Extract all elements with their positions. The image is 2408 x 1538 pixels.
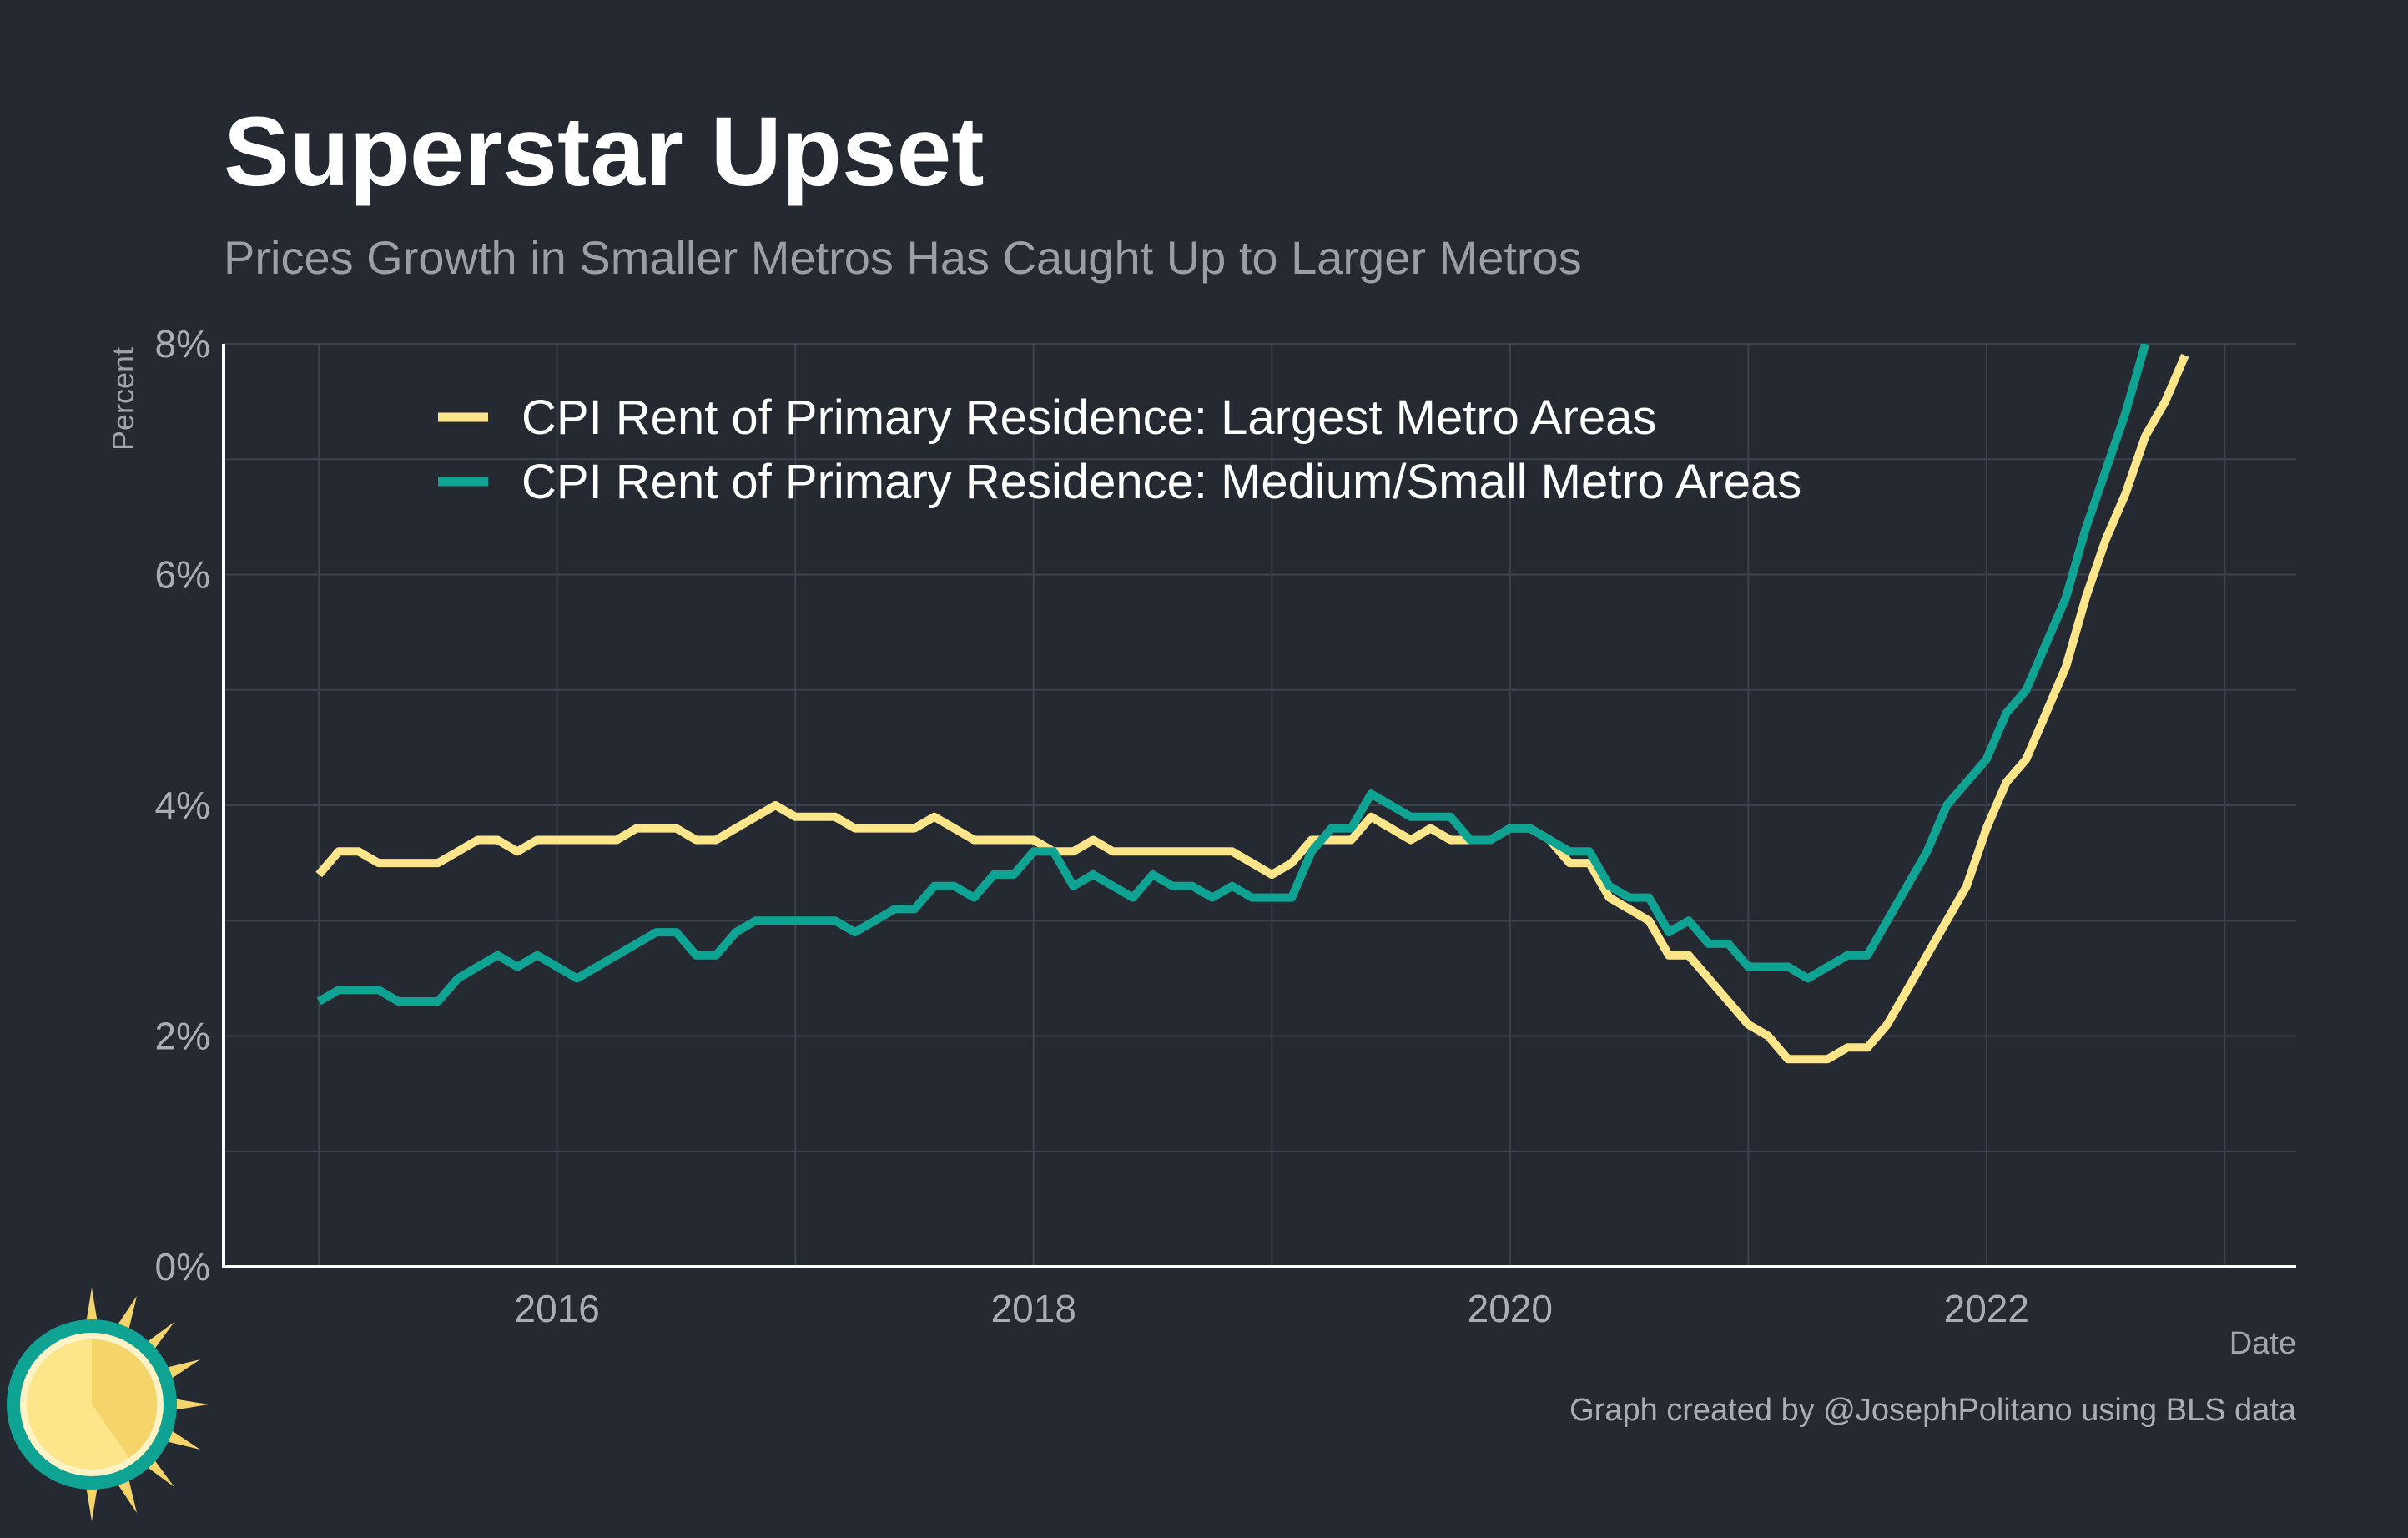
x-tick-label: 2016 xyxy=(515,1287,600,1330)
grid xyxy=(224,343,2296,1268)
legend-label-medium-small: CPI Rent of Primary Residence: Medium/Sm… xyxy=(521,455,1801,509)
axes xyxy=(222,344,2296,1268)
legend: CPI Rent of Primary Residence: Largest M… xyxy=(438,391,1801,509)
y-tick-label: 2% xyxy=(155,1015,210,1058)
y-tick-label: 4% xyxy=(155,784,210,827)
chart-subtitle: Prices Growth in Smaller Metros Has Caug… xyxy=(224,231,1582,284)
tick-labels: 0% 2% 4% 6% 8% 2016 2018 2020 2022 xyxy=(155,322,2029,1330)
y-tick-label: 6% xyxy=(155,553,210,597)
y-tick-label: 0% xyxy=(155,1245,210,1288)
sun-logo-icon xyxy=(7,1288,209,1521)
x-axis-title: Date xyxy=(2229,1326,2296,1361)
series-line-largest xyxy=(315,353,2189,1064)
y-axis-title: Percent xyxy=(106,347,140,451)
series-line-medium-small xyxy=(316,344,2150,1006)
y-tick-label: 8% xyxy=(155,322,210,366)
x-tick-label: 2020 xyxy=(1468,1287,1553,1330)
x-tick-label: 2022 xyxy=(1944,1287,2029,1330)
series-lines xyxy=(315,344,2189,1064)
chart-caption: Graph created by @JosephPolitano using B… xyxy=(1569,1393,2297,1428)
chart-title: Superstar Upset xyxy=(224,97,985,207)
legend-label-largest: CPI Rent of Primary Residence: Largest M… xyxy=(521,391,1656,445)
x-tick-label: 2018 xyxy=(991,1287,1076,1330)
